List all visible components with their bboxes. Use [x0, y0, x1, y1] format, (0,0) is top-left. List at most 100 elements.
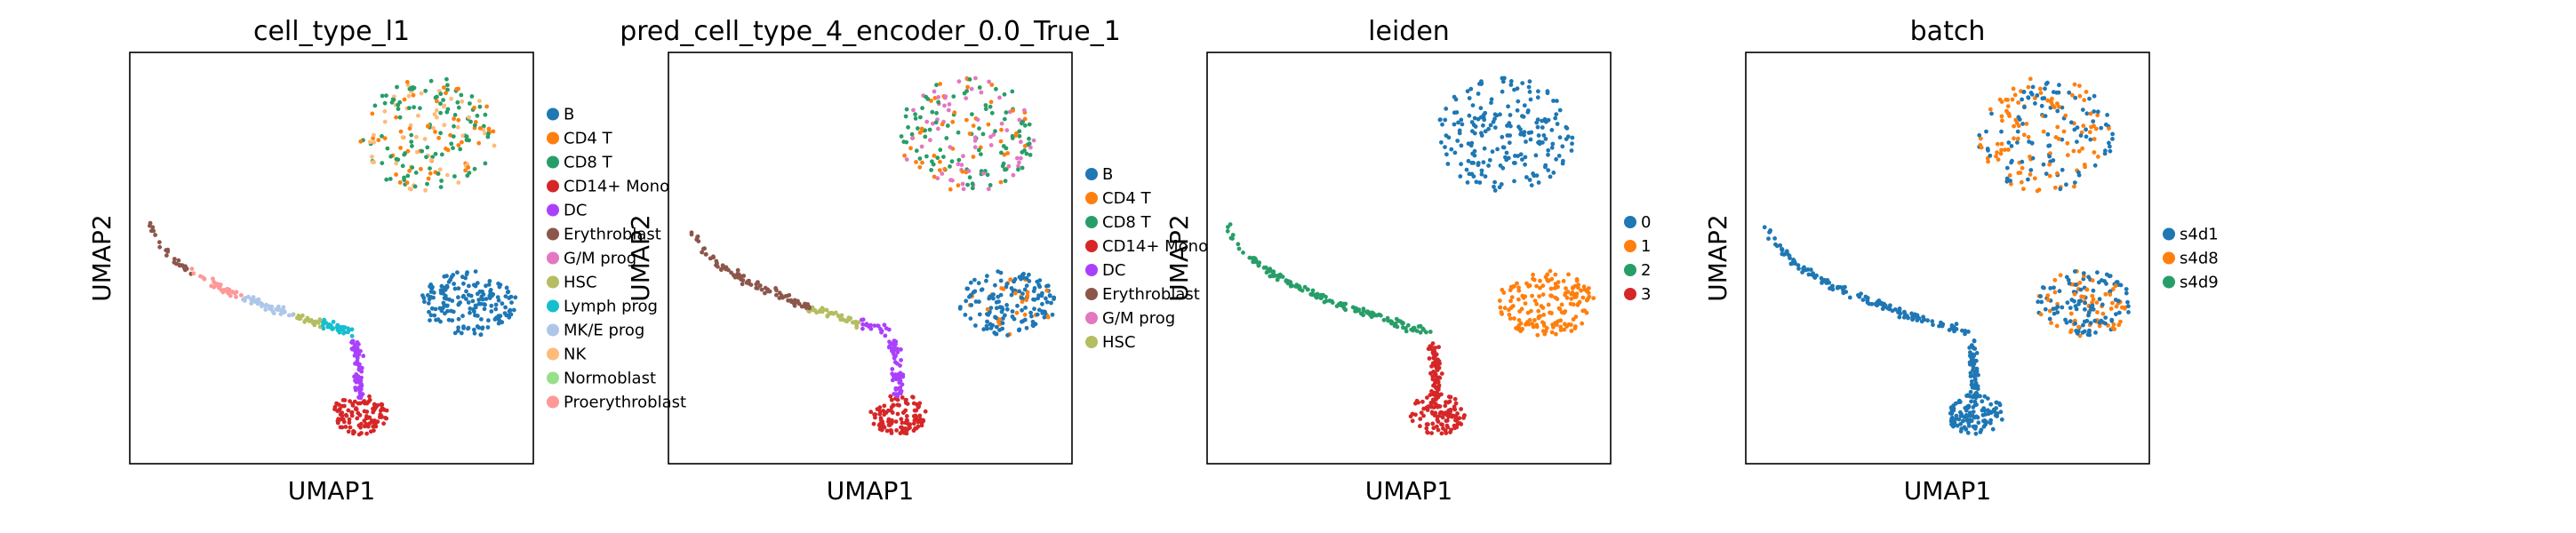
data-point: [222, 288, 227, 292]
data-point: [968, 280, 973, 285]
data-point: [2116, 322, 2122, 328]
data-point: [467, 283, 471, 289]
data-point: [400, 135, 405, 140]
data-point: [2072, 82, 2077, 87]
data-point: [895, 346, 900, 352]
data-point: [1492, 179, 1497, 185]
data-point: [2043, 86, 2047, 91]
data-point: [1277, 274, 1282, 279]
data-point: [1574, 293, 1579, 298]
data-point: [2020, 122, 2026, 126]
data-point: [2089, 306, 2093, 312]
data-point: [433, 130, 437, 134]
data-point: [295, 315, 300, 321]
data-point: [2092, 93, 2097, 99]
data-point: [1426, 346, 1431, 352]
data-point: [1508, 83, 1514, 87]
data-point: [898, 385, 903, 390]
data-point: [2037, 86, 2043, 91]
data-point: [1948, 405, 1954, 410]
data-point: [1454, 110, 1460, 115]
data-point: [944, 136, 949, 140]
data-point: [2009, 144, 2014, 148]
data-point: [436, 317, 441, 322]
data-point: [496, 281, 500, 286]
data-point: [174, 261, 179, 266]
data-point: [1006, 163, 1012, 169]
data-point: [346, 326, 350, 331]
data-point: [409, 139, 414, 145]
data-point: [1966, 330, 1971, 334]
data-point: [2064, 182, 2068, 187]
data-point: [2012, 92, 2018, 98]
data-point: [2004, 165, 2010, 171]
data-point: [924, 154, 929, 159]
data-point: [1937, 323, 1941, 329]
data-point: [1994, 400, 1999, 405]
data-point: [2007, 173, 2012, 178]
data-point: [988, 143, 994, 147]
data-point: [1549, 293, 1555, 298]
data-point: [883, 333, 888, 338]
data-point: [1994, 406, 1999, 410]
data-point: [1986, 159, 1991, 164]
data-point: [1989, 111, 1994, 116]
data-point: [999, 121, 1004, 126]
data-point: [290, 313, 295, 317]
data-point: [484, 283, 488, 289]
data-point: [912, 418, 917, 423]
data-point: [408, 123, 413, 128]
data-point: [1437, 404, 1443, 409]
data-point: [899, 358, 903, 362]
data-point: [1001, 316, 1005, 321]
data-point: [1538, 314, 1542, 319]
data-point: [702, 246, 707, 251]
data-point: [353, 342, 357, 347]
data-point: [1457, 421, 1462, 426]
data-point: [839, 313, 844, 318]
data-point: [2055, 171, 2060, 176]
data-point: [932, 89, 937, 94]
data-point: [2070, 92, 2075, 98]
data-point: [2033, 101, 2037, 106]
data-point: [232, 290, 237, 296]
data-point: [1460, 122, 1465, 127]
data-point: [331, 319, 336, 324]
data-point: [1999, 129, 2004, 134]
data-point: [1040, 290, 1044, 296]
data-point: [367, 394, 372, 399]
panel-title: leiden: [1368, 16, 1450, 47]
data-point: [893, 354, 898, 358]
data-point: [464, 272, 469, 277]
data-point: [763, 290, 767, 296]
data-point: [1467, 96, 1472, 100]
data-point: [966, 169, 972, 173]
data-point: [1502, 306, 1508, 311]
data-point: [340, 398, 346, 402]
data-point: [1548, 268, 1553, 274]
data-point: [372, 428, 376, 434]
data-point: [1520, 157, 1524, 163]
data-point: [2090, 293, 2095, 298]
data-point: [1999, 141, 2004, 147]
data-point: [209, 283, 214, 289]
data-point: [932, 153, 937, 158]
data-point: [868, 326, 874, 331]
data-point: [971, 123, 976, 129]
data-point: [1017, 117, 1022, 123]
data-point: [1464, 167, 1469, 172]
data-point: [380, 406, 385, 411]
data-point: [1546, 302, 1551, 307]
data-point: [1339, 303, 1343, 307]
data-point: [2041, 129, 2046, 134]
data-point: [2015, 136, 2020, 141]
data-point: [2048, 99, 2053, 104]
data-point: [1967, 354, 1972, 358]
data-point: [473, 305, 478, 310]
data-point: [432, 112, 437, 117]
data-point: [452, 174, 457, 179]
data-point: [1543, 163, 1548, 168]
data-point: [2042, 285, 2046, 290]
data-point: [1570, 141, 1574, 147]
data-point: [2026, 177, 2030, 182]
